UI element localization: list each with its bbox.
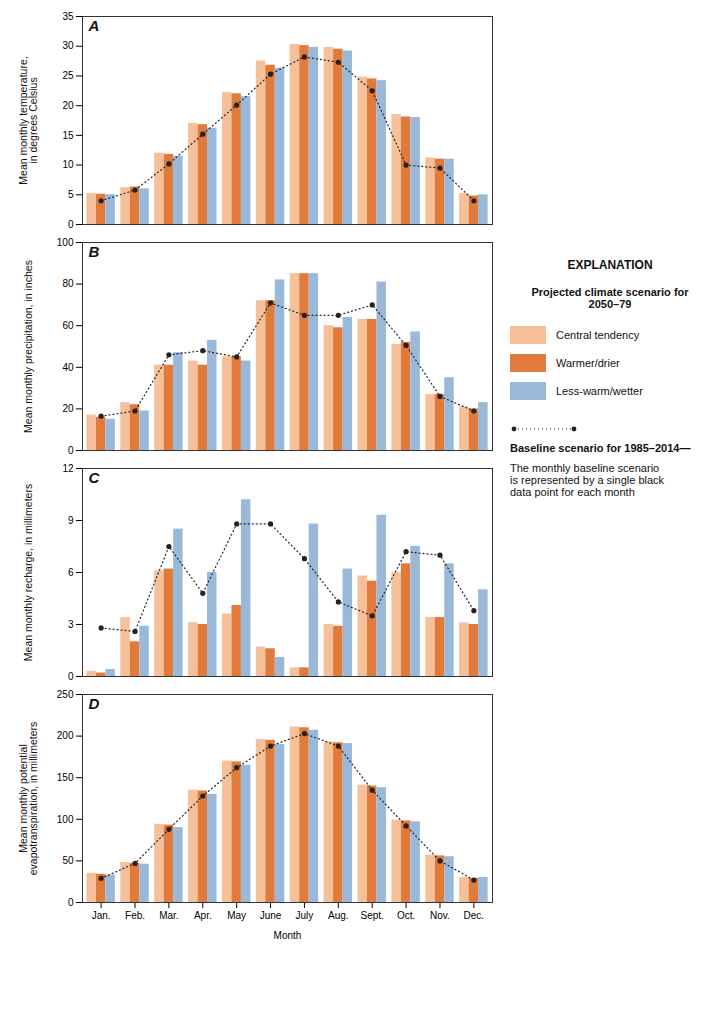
- html-text:EXPLANATION: EXPLANATION: [567, 258, 653, 272]
- svg-text:Jan.: Jan.: [92, 910, 111, 921]
- html-text:Baseline scenario for 1985–201: Baseline scenario for 1985–2014—: [510, 442, 691, 454]
- svg-text:C: C: [89, 469, 101, 486]
- svg-text:15: 15: [62, 130, 74, 141]
- svg-text:100: 100: [57, 237, 74, 248]
- svg-text:20: 20: [62, 100, 74, 111]
- svg-text:Sept.: Sept.: [361, 910, 384, 921]
- svg-text:20: 20: [62, 403, 74, 414]
- svg-text:3: 3: [68, 619, 74, 630]
- svg-text:Mean monthly recharge, in mill: Mean monthly recharge, in millimeters: [22, 484, 34, 661]
- svg-text:July: July: [296, 910, 314, 921]
- svg-text:Apr.: Apr.: [194, 910, 212, 921]
- svg-text:25: 25: [62, 70, 74, 81]
- html-text:Less-warm/wetter: Less-warm/wetter: [556, 385, 643, 397]
- svg-text:May: May: [227, 910, 246, 921]
- svg-text:60: 60: [62, 320, 74, 331]
- svg-text:A: A: [88, 17, 100, 34]
- svg-text:9: 9: [68, 515, 74, 526]
- svg-text:80: 80: [62, 278, 74, 289]
- svg-text:100: 100: [57, 814, 74, 825]
- svg-text:Mean monthly precipitation, in: Mean monthly precipitation, in inches: [22, 260, 34, 433]
- svg-text:250: 250: [57, 689, 74, 700]
- svg-text:Dec.: Dec.: [464, 910, 485, 921]
- svg-text:0: 0: [68, 671, 74, 682]
- svg-text:200: 200: [57, 730, 74, 741]
- svg-text:12: 12: [62, 463, 74, 474]
- svg-text:5: 5: [68, 189, 74, 200]
- svg-text:50: 50: [62, 855, 74, 866]
- svg-text:30: 30: [62, 40, 74, 51]
- svg-text:40: 40: [62, 362, 74, 373]
- svg-text:0: 0: [68, 219, 74, 230]
- svg-text:D: D: [89, 695, 100, 712]
- svg-text:Aug.: Aug.: [328, 910, 349, 921]
- html-text:Warmer/drier: Warmer/drier: [556, 357, 620, 369]
- svg-text:B: B: [89, 243, 100, 260]
- svg-text:Oct.: Oct.: [397, 910, 415, 921]
- svg-text:6: 6: [68, 567, 74, 578]
- svg-text:35: 35: [62, 11, 74, 22]
- svg-text:Mar.: Mar.: [159, 910, 178, 921]
- svg-text:0: 0: [68, 445, 74, 456]
- html-text:Central tendency: Central tendency: [556, 329, 640, 341]
- html-text:Projected climate scenario for: Projected climate scenario for 2050–79: [531, 286, 689, 310]
- svg-text:June: June: [260, 910, 282, 921]
- svg-text:Month: Month: [274, 930, 302, 941]
- svg-text:Mean monthly temperature,in de: Mean monthly temperature,in degrees Cels…: [17, 56, 40, 184]
- html-text:The monthly baseline scenario: The monthly baseline scenario is represe…: [510, 462, 665, 498]
- svg-text:150: 150: [57, 772, 74, 783]
- svg-text:Mean monthly potentialevapotra: Mean monthly potentialevapotranspiration…: [17, 722, 40, 875]
- svg-text:Nov.: Nov.: [430, 910, 450, 921]
- svg-text:0: 0: [68, 897, 74, 908]
- svg-text:10: 10: [62, 159, 74, 170]
- svg-text:Feb.: Feb.: [125, 910, 145, 921]
